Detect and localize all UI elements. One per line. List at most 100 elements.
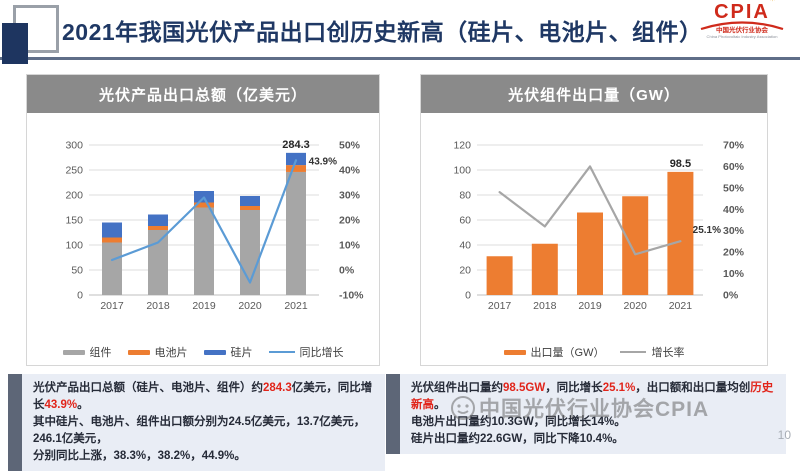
y-axis-tick: 200 — [65, 190, 83, 202]
logo-subtext: 中国光伏行业协会 — [716, 27, 768, 34]
y2-axis-tick: 10% — [723, 268, 745, 280]
legend-label: 硅片 — [230, 347, 253, 359]
legend-label: 出口量（GW） — [530, 347, 605, 359]
y-axis-tick: 150 — [65, 215, 83, 227]
bar-segment — [102, 222, 122, 238]
bar-segment — [286, 152, 306, 166]
note-text: ，同比增长 — [545, 382, 603, 394]
y2-axis-tick: 70% — [723, 140, 745, 152]
bar-segment — [286, 171, 306, 295]
legend-item: 组件 — [62, 344, 112, 360]
y2-axis-tick: 10% — [339, 240, 361, 252]
title-divider — [0, 57, 800, 60]
y2-axis-tick: 20% — [723, 247, 745, 259]
left-chart-area: 300 250 200 150 100 50 0 50% 40% 30% 20% 10% 0% -10% 2… — [27, 113, 379, 365]
note-left-accent-bar — [8, 374, 22, 471]
note-text: 。 — [434, 399, 446, 411]
bar-segment — [194, 202, 214, 208]
x-axis-tick: 2020 — [238, 300, 262, 312]
y2-axis-tick: 0% — [339, 265, 355, 277]
right-chart-legend: 出口量（GW） 增长率 — [421, 344, 767, 360]
x-axis-tick: 2021 — [669, 300, 693, 312]
decor-navy-square — [2, 23, 28, 64]
y-axis-tick: 60 — [459, 215, 471, 227]
y-axis-tick: 40 — [459, 240, 471, 252]
line-data-label: 43.9% — [309, 156, 337, 167]
bar-data-label: 98.5 — [670, 158, 691, 170]
bar-segment — [667, 171, 694, 295]
legend-item: 增长率 — [620, 344, 684, 360]
note-text: 。 — [77, 399, 89, 411]
legend-label: 组件 — [89, 347, 112, 359]
logo-subtext-en: China Photovoltaic Industry Association — [706, 34, 778, 39]
bar-segment — [102, 237, 122, 243]
x-axis-tick: 2021 — [284, 300, 308, 312]
y-axis-tick: 120 — [453, 140, 471, 152]
page-title: 2021年我国光伏产品出口创历史新高（硅片、电池片、组件） — [62, 19, 703, 45]
y-axis-tick: 80 — [459, 190, 471, 202]
legend-swatch — [62, 349, 85, 355]
highlight-text: 284.3 — [263, 382, 292, 394]
bar-segment — [286, 165, 306, 172]
panel-export-value: 光伏产品出口总额（亿美元） 300 250 200 150 100 50 0 50% 40% 30… — [26, 74, 380, 366]
bar-segment — [148, 226, 168, 230]
panel-module-volume: 光伏组件出口量（GW） 120 100 80 60 40 20 0 70% 60% 50% 40% 3… — [420, 74, 768, 366]
legend-swatch — [503, 349, 526, 355]
y2-axis-tick: 50% — [339, 140, 361, 152]
y2-axis-tick: 0% — [723, 290, 739, 302]
note-text: 亿美元，同比增长 — [33, 382, 373, 411]
x-axis-tick: 2017 — [488, 300, 512, 312]
highlight-text: 历史新高 — [411, 382, 774, 411]
page-number: 10 — [777, 428, 791, 442]
y2-axis-tick: 40% — [723, 204, 745, 216]
y2-axis-tick: 50% — [723, 182, 745, 194]
y2-axis-tick: 20% — [339, 215, 361, 227]
bar-segment — [622, 196, 649, 295]
logo-arc-icon — [700, 21, 784, 30]
y2-axis-tick: 40% — [339, 165, 361, 177]
note-right: 光伏组件出口量约98.5GW，同比增长25.1%，出口额和出口量均创历史新高。电… — [386, 374, 786, 454]
legend-swatch — [127, 349, 150, 355]
left-chart-title: 光伏产品出口总额（亿美元） — [27, 75, 379, 113]
bar-segment — [240, 206, 260, 210]
note-left-text: 光伏产品出口总额（硅片、电池片、组件）约284.3亿美元，同比增长43.9%。其… — [22, 374, 385, 471]
legend-label: 电池片 — [154, 347, 188, 359]
note-text: 硅片出口量约22.6GW，同比下降10.4%。 — [411, 433, 624, 445]
note-text: 光伏产品出口总额（硅片、电池片、组件）约 — [33, 382, 263, 394]
y-axis-tick: 300 — [65, 140, 83, 152]
bar-segment — [194, 207, 214, 295]
x-axis-tick: 2017 — [100, 300, 124, 312]
legend-swatch — [203, 349, 226, 355]
legend-item: 硅片 — [203, 344, 253, 360]
note-text: 分别同比上涨，38.3%，38.2%，44.9%。 — [33, 450, 246, 462]
right-chart-title: 光伏组件出口量（GW） — [421, 75, 767, 113]
legend-swatch — [268, 351, 295, 353]
legend-label: 同比增长 — [299, 347, 344, 359]
line-data-label: 25.1% — [693, 225, 721, 236]
y-axis-tick: 50 — [71, 265, 83, 277]
bar-segment — [240, 196, 260, 206]
note-text: 电池片出口量约10.3GW，同比增长14%。 — [411, 416, 626, 428]
y-axis-tick: 0 — [465, 290, 471, 302]
bar-segment — [102, 242, 122, 295]
y2-axis-tick: 30% — [723, 225, 745, 237]
highlight-text: 43.9% — [44, 399, 78, 411]
x-axis-tick: 2018 — [533, 300, 557, 312]
highlight-text: 25.1% — [602, 382, 636, 394]
cpia-logo: CPIA☀ 中国光伏行业协会 China Photovoltaic Indust… — [692, 0, 792, 40]
y2-axis-tick: 60% — [723, 161, 745, 173]
trend-line — [498, 165, 682, 256]
bar-segment — [531, 243, 558, 295]
bar-segment — [148, 214, 168, 226]
bar-segment — [486, 256, 513, 295]
y2-axis-tick: 30% — [339, 190, 361, 202]
note-text: 光伏组件出口量约 — [411, 382, 503, 394]
y2-axis-tick: -10% — [339, 290, 364, 302]
bar-data-label: 284.3 — [282, 139, 310, 151]
note-left: 光伏产品出口总额（硅片、电池片、组件）约284.3亿美元，同比增长43.9%。其… — [8, 374, 385, 471]
highlight-text: 98.5GW — [503, 382, 546, 394]
note-right-text: 光伏组件出口量约98.5GW，同比增长25.1%，出口额和出口量均创历史新高。电… — [400, 374, 786, 454]
x-axis-tick: 2018 — [146, 300, 170, 312]
bar-segment — [148, 230, 168, 295]
note-text: 其中硅片、电池片、组件出口额分别为24.5亿美元，13.7亿美元，246.1亿美… — [33, 416, 366, 445]
